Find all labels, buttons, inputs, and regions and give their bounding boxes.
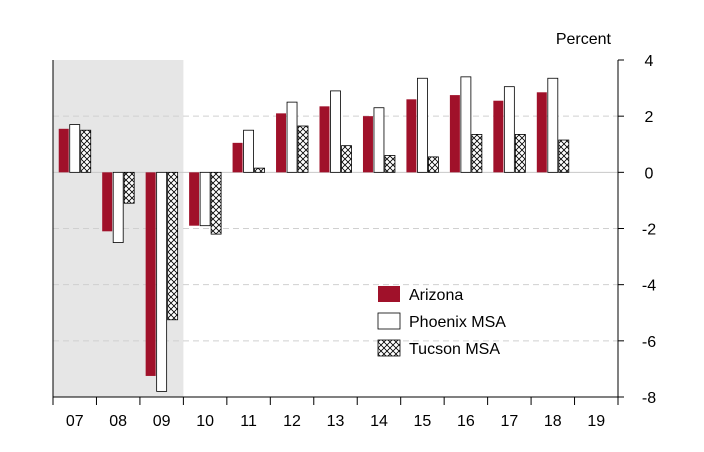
legend-label-tucson-msa: Tucson MSA [409, 341, 500, 358]
legend-swatch-tucson-msa [377, 339, 401, 357]
y-tick-label: -6 [642, 334, 656, 351]
y-tick-label: 2 [645, 109, 654, 126]
legend-swatch-phoenix-msa [377, 312, 401, 330]
unit-label: Percent [556, 31, 612, 48]
bar-arizona-12 [276, 113, 287, 173]
bar-phoenix-msa-07 [69, 124, 81, 173]
bar-phoenix-msa-15 [417, 77, 428, 173]
x-tick-label: 07 [66, 413, 84, 430]
bar-arizona-15 [406, 99, 417, 173]
bar-arizona-07 [58, 128, 69, 173]
x-tick-label: 09 [153, 413, 171, 430]
x-tick-label: 11 [240, 413, 257, 430]
x-tick-label: 12 [283, 413, 301, 430]
x-tick-label: 08 [109, 413, 127, 430]
x-tick-label: 18 [544, 413, 562, 430]
bar-tucson-msa-16 [471, 134, 483, 173]
bar-tucson-msa-13 [341, 145, 352, 173]
bar-arizona-10 [189, 172, 200, 226]
bar-arizona-09 [145, 172, 156, 376]
x-tick-label: 15 [414, 413, 432, 430]
bar-tucson-msa-08 [123, 171, 135, 204]
bar-arizona-14 [362, 116, 373, 173]
bar-tucson-msa-07 [80, 129, 92, 173]
y-tick-label: 0 [645, 165, 654, 182]
x-tick-label: 10 [196, 413, 214, 430]
bar-tucson-msa-09 [167, 171, 179, 321]
bar-phoenix-msa-18 [547, 77, 559, 173]
bar-phoenix-msa-13 [330, 90, 341, 173]
bar-phoenix-msa-16 [460, 76, 472, 173]
bar-tucson-msa-10 [210, 171, 222, 235]
bar-phoenix-msa-10 [199, 171, 211, 227]
bar-phoenix-msa-09 [156, 171, 168, 392]
bar-phoenix-msa-14 [373, 107, 385, 173]
legend-label-arizona: Arizona [409, 287, 463, 304]
y-tick-label: -8 [642, 390, 656, 407]
bar-phoenix-msa-12 [286, 101, 298, 173]
y-tick-label: 4 [645, 53, 654, 70]
bar-arizona-08 [102, 172, 113, 232]
bar-tucson-msa-15 [428, 156, 439, 173]
y-tick-label: -2 [642, 222, 656, 239]
legend: Arizona Phoenix MSA Tucson MSA [377, 286, 506, 358]
bar-arizona-13 [319, 106, 330, 173]
bar-phoenix-msa-17 [503, 86, 515, 173]
bar-arizona-18 [536, 92, 547, 173]
bar-tucson-msa-17 [514, 134, 526, 173]
x-tick-label: 19 [587, 413, 605, 430]
x-tick-label: 14 [370, 413, 388, 430]
bar-tucson-msa-11 [254, 167, 265, 173]
bar-phoenix-msa-11 [243, 129, 254, 173]
bar-tucson-msa-18 [558, 139, 570, 173]
bar-arizona-11 [232, 142, 243, 173]
bar-tucson-msa-12 [297, 125, 309, 173]
x-tick-label: 17 [500, 413, 518, 430]
bar-phoenix-msa-08 [112, 171, 124, 243]
bar-arizona-16 [449, 95, 460, 173]
bar-arizona-17 [493, 100, 504, 173]
y-tick-label: -4 [642, 278, 656, 295]
bar-tucson-msa-14 [384, 155, 396, 173]
x-tick-label: 16 [457, 413, 475, 430]
legend-swatch-arizona [378, 286, 400, 302]
legend-label-phoenix-msa: Phoenix MSA [409, 314, 506, 331]
x-tick-label: 13 [327, 413, 345, 430]
